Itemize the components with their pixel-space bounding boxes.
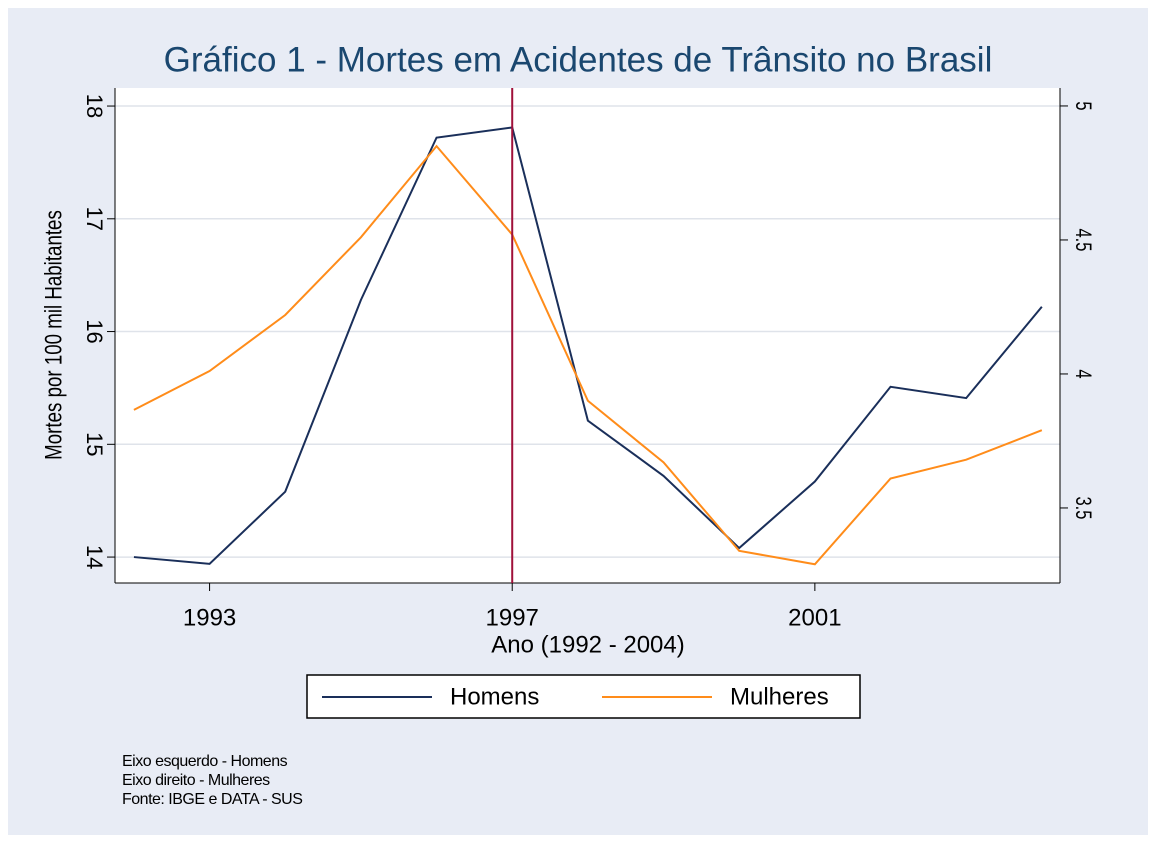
note: Eixo direito - Mulheres <box>122 772 270 789</box>
note: Eixo esquerdo - Homens <box>122 753 288 770</box>
y-tick-label: 18 <box>82 94 107 118</box>
y2-tick-label: 4.5 <box>1071 228 1096 251</box>
y-tick-label: 16 <box>82 319 107 343</box>
series-line <box>133 144 1043 566</box>
legend-label: Mulheres <box>730 683 829 710</box>
y-tick-label: 17 <box>82 207 107 231</box>
y2-tick-label: 4 <box>1071 369 1096 378</box>
y2-tick-label: 3.5 <box>1071 496 1096 519</box>
note: Fonte: IBGE e DATA - SUS <box>122 791 302 808</box>
legend-label: Homens <box>450 683 539 710</box>
x-tick-label: 1997 <box>486 604 539 631</box>
y2-tick-label: 5 <box>1071 101 1096 110</box>
y-tick-label: 14 <box>82 545 107 569</box>
x-tick-label: 1993 <box>183 604 236 631</box>
chart-title: Gráfico 1 - Mortes em Acidentes de Trâns… <box>164 40 993 79</box>
plot-bg <box>115 88 1060 583</box>
x-tick-label: 2001 <box>788 604 841 631</box>
x-axis-title: Ano (1992 - 2004) <box>491 631 684 658</box>
series-line <box>133 126 1043 565</box>
y-tick-label: 15 <box>82 432 107 456</box>
y-axis-title: Mortes por 100 mil Habitantes <box>40 210 67 460</box>
